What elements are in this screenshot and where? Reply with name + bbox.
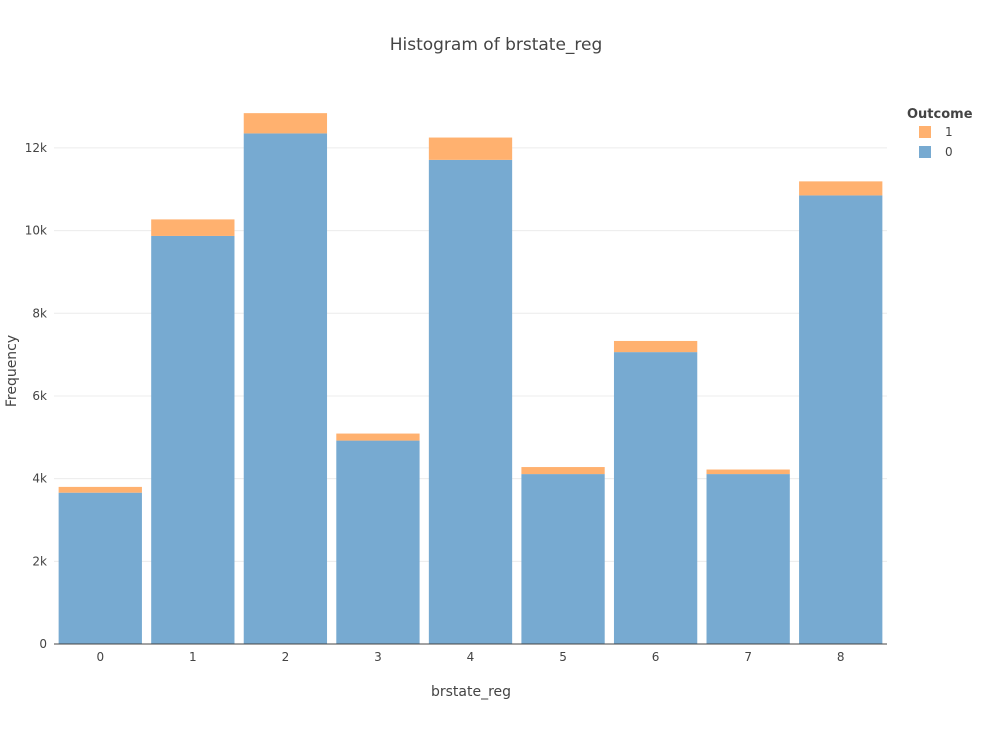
- bar-outcome-0-bin-4[interactable]: [428, 159, 513, 644]
- x-tick-label: 8: [837, 650, 845, 664]
- x-tick-label: 7: [744, 650, 752, 664]
- x-tick-label: 4: [467, 650, 475, 664]
- x-tick-label: 2: [282, 650, 290, 664]
- legend-swatch-1[interactable]: [919, 126, 931, 138]
- bar-outcome-1-bin-8[interactable]: [799, 181, 883, 196]
- bar-outcome-0-bin-6[interactable]: [613, 352, 698, 644]
- bar-outcome-0-bin-3[interactable]: [336, 440, 420, 644]
- legend: Outcome 10: [907, 107, 973, 159]
- x-tick-label: 0: [96, 650, 104, 664]
- legend-title: Outcome: [907, 107, 973, 122]
- bar-outcome-0-bin-2[interactable]: [243, 133, 328, 644]
- y-tick-label: 10k: [25, 224, 47, 238]
- bars-group: [58, 113, 883, 645]
- axes-group: 0 2k 4k 6k 8k 10k 12k 0 1 2 3 4 5 6 7 8: [25, 141, 887, 664]
- bar-outcome-1-bin-5[interactable]: [521, 467, 605, 475]
- bar-outcome-0-bin-8[interactable]: [799, 195, 883, 645]
- y-tick-label: 8k: [32, 306, 47, 320]
- y-tick-label: 6k: [32, 389, 47, 403]
- x-tick-label: 6: [652, 650, 660, 664]
- bar-outcome-1-bin-6[interactable]: [613, 340, 698, 353]
- bar-outcome-1-bin-1[interactable]: [151, 219, 235, 236]
- bar-outcome-0-bin-7[interactable]: [706, 474, 790, 644]
- x-tick-label: 5: [559, 650, 567, 664]
- y-tick-label: 12k: [25, 141, 47, 155]
- bar-outcome-0-bin-5[interactable]: [521, 474, 605, 644]
- x-tick-label: 3: [374, 650, 382, 664]
- legend-swatch-0[interactable]: [919, 146, 931, 158]
- y-axis-title: Frequency: [4, 335, 20, 407]
- legend-items: 10: [919, 125, 953, 159]
- bar-outcome-1-bin-4[interactable]: [428, 137, 513, 160]
- y-tick-label: 0: [39, 637, 47, 651]
- y-tick-label: 4k: [32, 472, 47, 486]
- legend-label-1[interactable]: 1: [945, 125, 953, 139]
- y-tick-label: 2k: [32, 554, 47, 568]
- chart-title: Histogram of brstate_reg: [390, 35, 603, 55]
- x-axis-title: brstate_reg: [431, 684, 511, 700]
- bar-outcome-1-bin-0[interactable]: [58, 486, 142, 493]
- bar-outcome-0-bin-0[interactable]: [58, 492, 142, 644]
- bar-outcome-1-bin-2[interactable]: [243, 113, 328, 134]
- bar-outcome-1-bin-7[interactable]: [706, 469, 790, 475]
- legend-label-0[interactable]: 0: [945, 145, 953, 159]
- bar-outcome-1-bin-3[interactable]: [336, 433, 420, 441]
- bar-outcome-0-bin-1[interactable]: [151, 235, 235, 645]
- x-tick-label: 1: [189, 650, 197, 664]
